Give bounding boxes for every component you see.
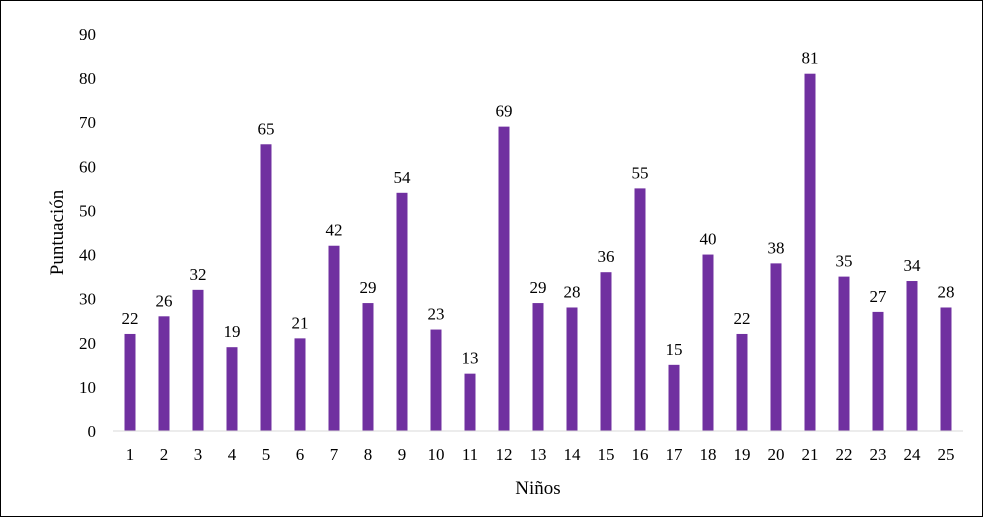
bar: [396, 192, 408, 431]
data-label: 29: [530, 278, 547, 297]
x-tick-label: 18: [700, 445, 717, 464]
bar: [770, 263, 782, 431]
y-tick-label: 10: [79, 378, 96, 397]
data-label: 35: [836, 252, 853, 271]
data-label: 19: [224, 322, 241, 341]
data-label: 55: [632, 163, 649, 182]
bar: [906, 281, 918, 431]
bar: [872, 311, 884, 431]
bar: [600, 272, 612, 431]
x-tick-label: 20: [768, 445, 785, 464]
x-tick-label: 24: [904, 445, 922, 464]
x-tick-label: 10: [428, 445, 445, 464]
data-label: 38: [768, 238, 785, 257]
bar: [158, 316, 170, 431]
data-label: 36: [598, 247, 615, 266]
bar: [464, 373, 476, 431]
data-label: 29: [360, 278, 377, 297]
bar: [430, 329, 442, 431]
bar: [702, 254, 714, 431]
data-label: 81: [802, 49, 819, 68]
x-tick-label: 7: [330, 445, 339, 464]
bar: [940, 307, 952, 431]
bar: [294, 338, 306, 431]
data-label: 32: [190, 265, 207, 284]
data-label: 69: [496, 102, 513, 121]
x-tick-label: 3: [194, 445, 203, 464]
y-tick-label: 50: [79, 201, 96, 220]
y-tick-label: 40: [79, 246, 96, 265]
x-tick-label: 25: [938, 445, 955, 464]
x-tick-label: 1: [126, 445, 135, 464]
x-tick-label: 16: [632, 445, 649, 464]
data-label: 42: [326, 221, 343, 240]
data-label: 34: [904, 256, 922, 275]
data-label: 23: [428, 305, 445, 324]
y-tick-label: 90: [79, 25, 96, 44]
x-tick-label: 17: [666, 445, 684, 464]
y-axis-ticks: 0 10 20 30 40 50 60 70 80 90: [79, 25, 96, 441]
x-tick-label: 23: [870, 445, 887, 464]
x-tick-label: 22: [836, 445, 853, 464]
data-labels: 22 26 32 19 65 21 42 29 54 23 13 69 29 28 36 55 15 40 22 38…: [122, 49, 955, 368]
x-tick-label: 11: [462, 445, 478, 464]
data-label: 13: [462, 349, 479, 368]
bar: [498, 126, 510, 431]
x-tick-label: 4: [228, 445, 237, 464]
bar: [362, 303, 374, 431]
x-axis-title: Niños: [515, 478, 560, 499]
bar: [804, 73, 816, 431]
bar: [668, 364, 680, 431]
bar: [566, 307, 578, 431]
y-tick-label: 60: [79, 157, 96, 176]
data-label: 22: [122, 309, 139, 328]
y-axis-title: Puntuación: [47, 189, 68, 275]
data-label: 28: [938, 282, 955, 301]
x-tick-label: 13: [530, 445, 547, 464]
data-label: 27: [870, 287, 888, 306]
bar: [260, 144, 272, 431]
y-tick-label: 80: [79, 69, 96, 88]
bar: [838, 276, 850, 431]
x-tick-label: 19: [734, 445, 751, 464]
bar: [124, 333, 136, 431]
data-label: 28: [564, 282, 581, 301]
data-label: 26: [156, 291, 173, 310]
x-tick-label: 5: [262, 445, 271, 464]
y-tick-label: 30: [79, 290, 96, 309]
x-tick-label: 9: [398, 445, 407, 464]
x-tick-label: 6: [296, 445, 305, 464]
x-tick-label: 8: [364, 445, 373, 464]
data-label: 21: [292, 313, 309, 332]
bar: [532, 303, 544, 431]
bar: [192, 289, 204, 431]
data-label: 40: [700, 230, 717, 249]
bar: [736, 333, 748, 431]
bars: [124, 73, 952, 431]
x-tick-label: 21: [802, 445, 819, 464]
bar: [634, 188, 646, 431]
bar: [328, 245, 340, 431]
data-label: 65: [258, 119, 275, 138]
data-label: 54: [394, 168, 412, 187]
x-tick-label: 2: [160, 445, 169, 464]
bar: [226, 347, 238, 431]
y-tick-label: 0: [88, 422, 97, 441]
x-axis-ticks: 1 2 3 4 5 6 7 8 9 10 11 12 13 14 15 16 17 18 19 20 21 22 23 24 2…: [126, 445, 955, 464]
data-label: 22: [734, 309, 751, 328]
data-label: 15: [666, 340, 683, 359]
x-tick-label: 15: [598, 445, 615, 464]
x-tick-label: 12: [496, 445, 513, 464]
y-tick-label: 20: [79, 334, 96, 353]
y-tick-label: 70: [79, 113, 96, 132]
x-tick-label: 14: [564, 445, 582, 464]
